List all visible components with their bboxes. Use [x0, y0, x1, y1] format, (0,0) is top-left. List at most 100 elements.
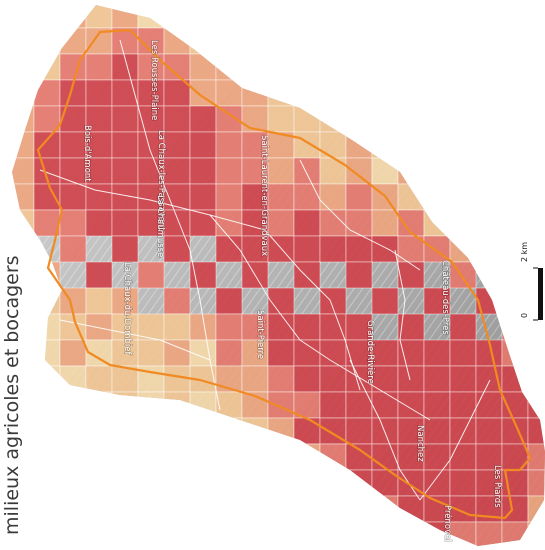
grid-cell — [371, 5, 399, 29]
grid-cell — [423, 469, 451, 497]
grid-cell — [475, 391, 503, 419]
grid-cell — [449, 313, 477, 341]
grid-cell — [33, 521, 61, 546]
grid-cell — [12, 209, 35, 237]
grid-cell — [241, 235, 269, 263]
grid-cell — [397, 157, 425, 185]
grid-cell — [527, 157, 545, 185]
grid-cell — [423, 53, 451, 81]
grid-cell — [12, 105, 35, 133]
grid-cell — [475, 157, 503, 185]
grid-cell — [345, 417, 373, 445]
grid-cell — [215, 5, 243, 29]
grid-cell — [215, 131, 243, 159]
grid-cell — [527, 365, 545, 393]
grid-cell — [267, 209, 295, 237]
grid-cell — [371, 27, 399, 55]
grid-cell — [59, 391, 87, 419]
grid-cell — [345, 53, 373, 81]
commune-label: Saint-Pierre — [255, 310, 265, 359]
grid-cell — [293, 105, 321, 133]
grid-cell — [59, 521, 87, 546]
grid-cell — [371, 391, 399, 419]
grid-cell — [33, 79, 61, 107]
grid-cell — [527, 521, 545, 546]
grid-cell — [215, 521, 243, 546]
grid-cell — [423, 209, 451, 237]
commune-label: La Chaumusse — [155, 195, 165, 257]
grid-cell — [293, 79, 321, 107]
grid-cell — [85, 79, 113, 107]
grid-cell — [293, 53, 321, 81]
grid-cell — [527, 209, 545, 237]
grid-cell — [111, 105, 139, 133]
grid-cell — [371, 131, 399, 159]
study-area-outline — [36, 28, 532, 520]
grid-cell — [319, 287, 347, 315]
grid-cell — [137, 339, 165, 367]
grid-cell — [163, 391, 191, 419]
grid-cell — [241, 521, 269, 546]
grid-cell — [293, 183, 321, 211]
grid-cell — [423, 417, 451, 445]
grid-cell — [371, 105, 399, 133]
grid-cell — [293, 469, 321, 497]
grid-cell — [397, 443, 425, 471]
grid-cell — [12, 27, 35, 55]
grid-cell — [527, 391, 545, 419]
grid-cell — [293, 5, 321, 29]
grid-cell — [137, 495, 165, 523]
grid-cell — [345, 261, 373, 289]
grid-cell — [423, 287, 451, 315]
grid-cell — [501, 261, 529, 289]
grid-cell — [449, 105, 477, 133]
grid-cell — [163, 157, 191, 185]
commune-label: La Chaux-les-Passavant — [156, 130, 166, 231]
grid-cell — [501, 79, 529, 107]
grid-cell — [293, 27, 321, 55]
grid-cell — [189, 209, 217, 237]
grid-cell — [345, 79, 373, 107]
grid-cell — [397, 79, 425, 107]
grid-cell — [449, 417, 477, 445]
grid-cell — [293, 157, 321, 185]
grid-cell — [59, 417, 87, 445]
grid-cell — [319, 27, 347, 55]
grid-cell — [267, 521, 295, 546]
grid-cell — [163, 105, 191, 133]
grid-cell — [241, 131, 269, 159]
grid-cell — [137, 5, 165, 29]
grid-cell — [397, 53, 425, 81]
grid-cell — [111, 5, 139, 29]
grid-cell — [293, 261, 321, 289]
grid-cell — [33, 287, 61, 315]
grid-cell — [501, 183, 529, 211]
grid-cell — [475, 235, 503, 263]
grid-cell — [137, 417, 165, 445]
grid-cell — [293, 209, 321, 237]
grid-cell — [449, 235, 477, 263]
grid-cell — [59, 235, 87, 263]
grid-cell — [475, 5, 503, 29]
grid-cell — [319, 391, 347, 419]
grid-cell — [241, 417, 269, 445]
grid-cell — [293, 495, 321, 523]
grid-cell — [163, 469, 191, 497]
grid-cell — [189, 443, 217, 471]
grid-cell — [111, 131, 139, 159]
grid-cell — [33, 495, 61, 523]
grid-cell — [449, 27, 477, 55]
grid-cell — [189, 391, 217, 419]
grid-cell — [475, 131, 503, 159]
grid-cell — [371, 521, 399, 546]
scale-label-zero: 0 — [520, 313, 529, 318]
grid-cell — [345, 209, 373, 237]
grid-cell — [293, 131, 321, 159]
grid-cell — [423, 443, 451, 471]
commune-border — [394, 249, 411, 381]
grid-cell — [501, 157, 529, 185]
grid-cell — [397, 105, 425, 133]
grid-cell — [33, 261, 61, 289]
grid-cell — [267, 183, 295, 211]
grid-cell — [319, 313, 347, 341]
